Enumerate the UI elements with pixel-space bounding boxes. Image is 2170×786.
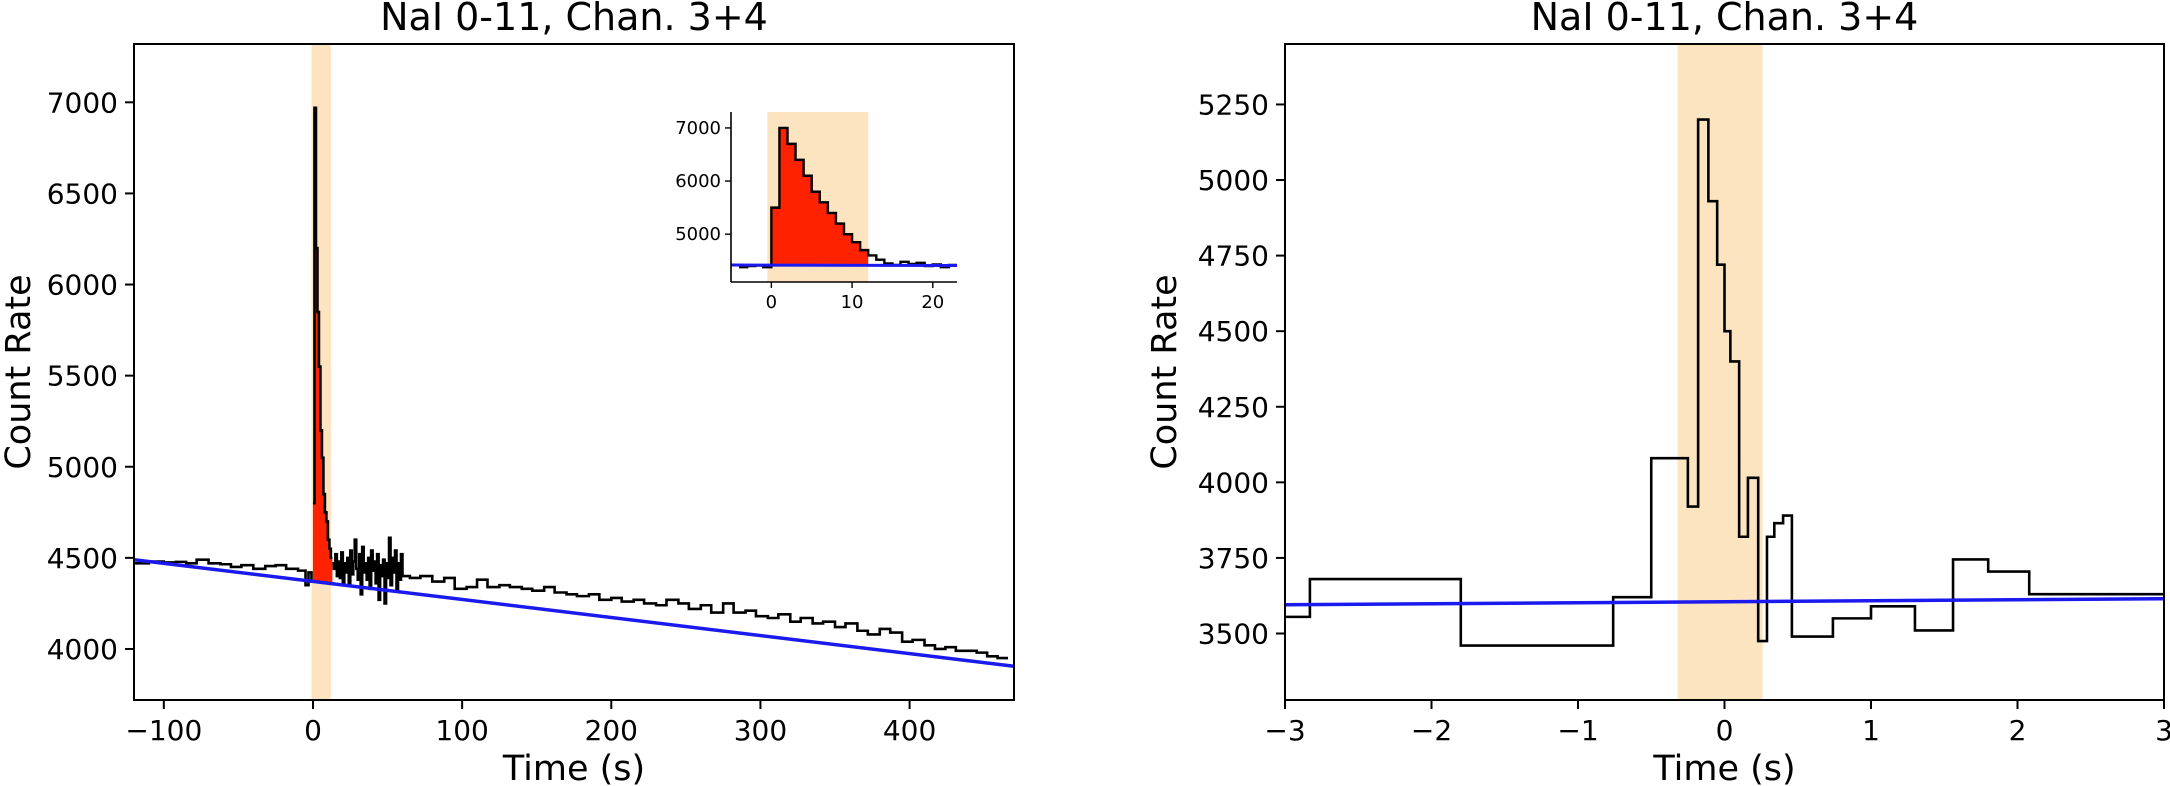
right-ytick-label: 4250 xyxy=(1198,391,1269,424)
left-ytick-label: 5000 xyxy=(47,451,118,484)
right-ytick-label: 4750 xyxy=(1198,240,1269,273)
left-ytick-label: 6500 xyxy=(47,177,118,210)
right-xtick-label: −2 xyxy=(1411,714,1452,747)
left-plot-area xyxy=(134,44,1014,700)
right-xtick-label: −1 xyxy=(1557,714,1598,747)
right-light-curve xyxy=(1285,118,2164,647)
right-xtick-label: 1 xyxy=(1862,714,1880,747)
right-ytick-label: 4000 xyxy=(1198,466,1269,499)
left-light-curve-burst xyxy=(312,106,333,560)
inset-xtick-label: 0 xyxy=(766,292,777,313)
right-ytick-label: 3750 xyxy=(1198,542,1269,575)
left-light-curve-post xyxy=(332,536,1009,660)
left-background-fit xyxy=(134,557,1014,669)
inset-ytick-label: 6000 xyxy=(675,171,721,192)
inset-ytick-label: 7000 xyxy=(675,118,721,139)
left-xtick-label: 100 xyxy=(435,714,488,747)
inset-xtick-label: 10 xyxy=(841,292,864,313)
left-x-axis-label: Time (s) xyxy=(502,749,645,786)
right-x-axis-label: Time (s) xyxy=(1652,749,1795,786)
right-panel: −3 −2 −1 0 1 2 3 3500 3750 4000 4250 4500 4750 5000 52… xyxy=(1145,0,2170,786)
inset-light-curve xyxy=(739,126,957,269)
right-y-axis-label: Count Rate xyxy=(1145,274,1185,469)
left-panel: −100 0 100 200 300 40040004500500055006000650… xyxy=(0,0,1015,786)
left-chart-title: NaI 0-11, Chan. 3+4 xyxy=(380,0,768,39)
left-source-fill xyxy=(312,107,333,584)
right-xtick-label: 0 xyxy=(1716,714,1734,747)
inset-background-fit xyxy=(731,263,957,268)
right-source-interval xyxy=(1677,44,1763,700)
right-ytick-label: 4500 xyxy=(1198,315,1269,348)
right-ytick-label: 5250 xyxy=(1198,88,1269,121)
right-ytick-label: 3500 xyxy=(1198,617,1269,650)
right-background-fit xyxy=(1285,596,2164,607)
right-xtick-label: −3 xyxy=(1264,714,1305,747)
left-xtick-label: −100 xyxy=(125,714,202,747)
left-light-curve-pre xyxy=(134,558,313,587)
left-ytick-label: 5500 xyxy=(47,360,118,393)
right-chart-title: NaI 0-11, Chan. 3+4 xyxy=(1531,0,1919,39)
left-ytick-label: 7000 xyxy=(47,86,118,119)
left-xtick-label: 200 xyxy=(585,714,638,747)
right-xtick-label: 3 xyxy=(2155,714,2170,747)
left-xtick-label: 0 xyxy=(304,714,322,747)
inset-xtick-label: 20 xyxy=(921,292,944,313)
left-y-axis-label: Count Rate xyxy=(0,274,39,469)
left-ytick-label: 6000 xyxy=(47,269,118,302)
left-ytick-label: 4000 xyxy=(47,633,118,666)
left-ytick-label: 4500 xyxy=(47,542,118,575)
inset-plot-area xyxy=(731,112,957,282)
left-xtick-label: 400 xyxy=(883,714,936,747)
right-xtick-label: 2 xyxy=(2009,714,2027,747)
left-xtick-label: 300 xyxy=(734,714,787,747)
right-plot-area xyxy=(1285,44,2164,700)
inset-ytick-label: 5000 xyxy=(675,224,721,245)
left-axes-frame xyxy=(133,43,1015,701)
inset-chart: 0 10 20 5000 6000 7000 xyxy=(675,112,957,313)
right-ytick-label: 5000 xyxy=(1198,164,1269,197)
